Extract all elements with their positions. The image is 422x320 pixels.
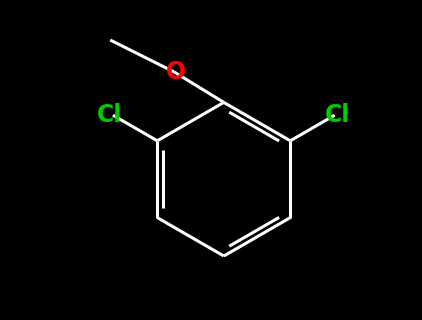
Text: Cl: Cl — [97, 103, 122, 127]
Text: Cl: Cl — [325, 103, 351, 127]
Text: O: O — [166, 60, 186, 84]
